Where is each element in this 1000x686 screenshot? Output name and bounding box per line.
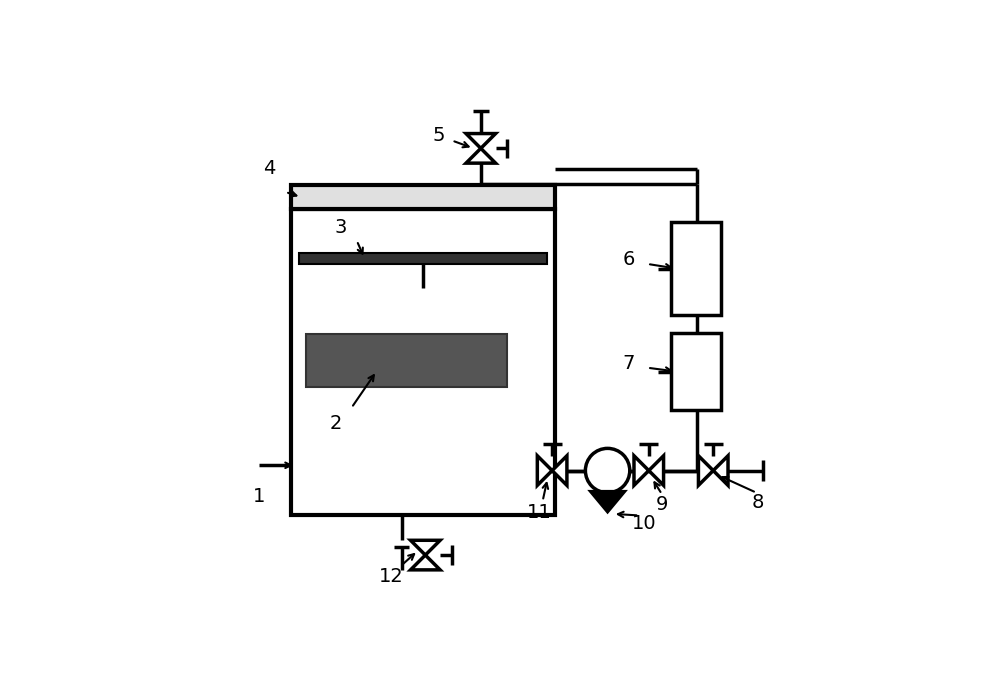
Text: 3: 3 <box>335 217 347 237</box>
Text: 7: 7 <box>623 355 635 373</box>
Bar <box>299 252 547 264</box>
Text: 11: 11 <box>527 504 551 522</box>
Text: 1: 1 <box>253 488 265 506</box>
Text: 9: 9 <box>656 495 668 514</box>
Polygon shape <box>713 456 728 486</box>
Polygon shape <box>537 456 552 486</box>
Polygon shape <box>634 456 649 486</box>
Text: 10: 10 <box>632 514 657 533</box>
Bar <box>671 333 721 410</box>
Circle shape <box>585 449 630 493</box>
Polygon shape <box>649 456 664 486</box>
Polygon shape <box>411 555 440 570</box>
Polygon shape <box>591 492 624 512</box>
Polygon shape <box>466 134 496 148</box>
Polygon shape <box>698 456 713 486</box>
Polygon shape <box>411 541 440 555</box>
Polygon shape <box>466 148 496 163</box>
Bar <box>671 222 721 315</box>
Text: 4: 4 <box>263 158 276 178</box>
Text: 6: 6 <box>623 250 635 269</box>
Text: 8: 8 <box>752 493 764 512</box>
Bar <box>291 209 555 515</box>
Text: 2: 2 <box>329 414 342 434</box>
Bar <box>306 334 507 387</box>
Text: 12: 12 <box>379 567 403 586</box>
Polygon shape <box>552 456 567 486</box>
Text: 5: 5 <box>432 126 445 145</box>
Bar <box>291 185 555 209</box>
